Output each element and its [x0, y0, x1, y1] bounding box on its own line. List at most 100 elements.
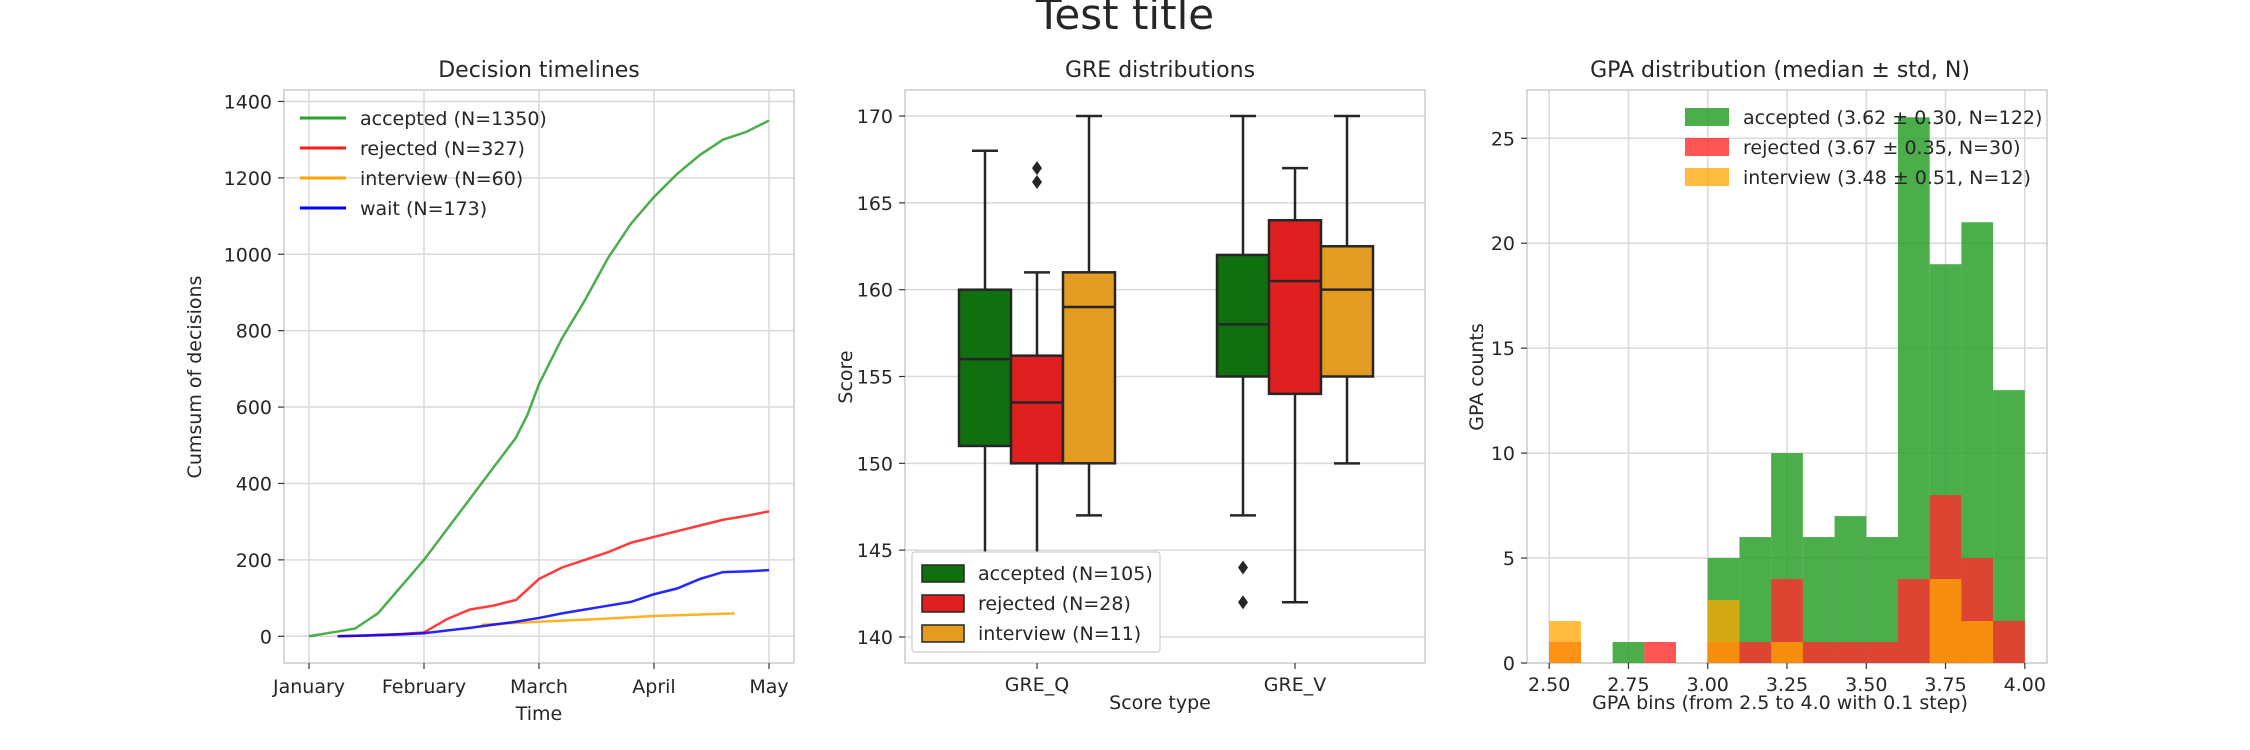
- gre-distributions-panel: GRE distributions 140 145 150 155 160 165 170 G…: [835, 58, 1426, 714]
- timeline-ytick-label: 1200: [224, 168, 272, 190]
- gre-box: [1009, 354, 1065, 465]
- timeline-xtick-label: February: [382, 676, 466, 698]
- gpa-xtick-label: 3.50: [1845, 674, 1887, 696]
- gpa-bar: [1834, 642, 1867, 663]
- gre-ticks: 140 145 150 155 160 165 170 GRE_Q GRE_V: [857, 106, 1326, 696]
- gre-ylabel: Score: [835, 350, 857, 403]
- gpa-legend-label: interview (3.48 ± 0.51, N=12): [1743, 167, 2031, 189]
- gpa-xtick-label: 3.25: [1766, 674, 1808, 696]
- timeline-legend-label: wait (N=173): [360, 198, 487, 220]
- gre-ytick-label: 140: [857, 627, 893, 649]
- gre-legend-label: rejected (N=28): [978, 593, 1131, 615]
- gpa-ytick-label: 20: [1491, 233, 1515, 255]
- timeline-xtick-label: January: [272, 676, 345, 698]
- gpa-bar: [1993, 390, 2025, 663]
- gpa-ytick-label: 25: [1491, 128, 1515, 150]
- gpa-bar: [1897, 117, 1930, 664]
- gre-ytick-label: 170: [857, 106, 893, 128]
- gre-legend-frame: [911, 551, 1161, 653]
- decision-timelines-panel: Decision timelines January February March A…: [184, 58, 795, 725]
- gpa-xlabel: GPA bins (from 2.5 to 4.0 with 0.1 step): [1592, 692, 1968, 714]
- gre-legend-swatch: [921, 594, 965, 613]
- gre-box: [957, 288, 1013, 448]
- gpa-bar: [1644, 642, 1677, 663]
- timeline-legend: accepted (N=1350) rejected (N=327) intervi…: [300, 108, 547, 220]
- gre-flier: [1032, 175, 1042, 190]
- timeline-legend-label: interview (N=60): [360, 168, 523, 190]
- gpa-legend: accepted (3.62 ± 0.30, N=122) rejected (3…: [1685, 107, 2042, 189]
- timeline-ytick-label: 400: [236, 473, 272, 495]
- timeline-ytick-label: 800: [236, 321, 272, 343]
- gpa-legend-swatch: [1685, 108, 1729, 126]
- timeline-ytick-label: 0: [260, 626, 272, 648]
- timeline-xtick-label: May: [749, 676, 788, 698]
- gpa-xtick-label: 2.75: [1607, 674, 1649, 696]
- timeline-xtick-label: March: [510, 676, 568, 698]
- gpa-ytick-label: 10: [1491, 443, 1515, 465]
- gre-xlabel: Score type: [1109, 692, 1211, 714]
- gre-box: [1215, 253, 1271, 378]
- timeline-ytick-label: 600: [236, 397, 272, 419]
- gpa-ylabel: GPA counts: [1466, 323, 1488, 431]
- timeline-ylabel: Cumsum of decisions: [184, 276, 206, 479]
- gpa-distribution-panel: GPA distribution (median ± std, N) 2.50 2…: [1466, 58, 2048, 714]
- gpa-ytick-label: 5: [1503, 548, 1515, 570]
- gpa-bar: [1802, 642, 1835, 663]
- gpa-ytick-label: 15: [1491, 338, 1515, 360]
- gre-box: [1319, 245, 1375, 378]
- gre-title: GRE distributions: [1065, 58, 1255, 83]
- gpa-legend-swatch: [1685, 138, 1729, 156]
- gpa-bar: [1961, 621, 1994, 663]
- gre-flier: [1032, 161, 1042, 176]
- timeline-legend-label: rejected (N=327): [360, 138, 525, 160]
- gre-legend-label: accepted (N=105): [978, 563, 1153, 585]
- figure-suptitle: Test title: [1035, 0, 1214, 39]
- gre-ytick-label: 145: [857, 540, 893, 562]
- gpa-ytick-label: 0: [1503, 653, 1515, 675]
- gpa-bar: [1739, 642, 1772, 663]
- gpa-bar: [1866, 642, 1898, 663]
- gre-boxes: [957, 114, 1375, 639]
- gpa-bar: [1897, 579, 1930, 663]
- gpa-legend-label: rejected (3.67 ± 0.35, N=30): [1743, 137, 2021, 159]
- gre-legend: accepted (N=105) rejected (N=28) interview…: [911, 551, 1161, 653]
- gpa-xtick-label: 3.00: [1687, 674, 1729, 696]
- gpa-legend-swatch: [1685, 168, 1729, 186]
- gpa-xtick-label: 4.00: [2004, 674, 2046, 696]
- gre-legend-swatch: [921, 564, 965, 583]
- gre-box: [1267, 218, 1323, 396]
- gre-ytick-label: 150: [857, 453, 893, 475]
- timeline-ticks: January February March April May 0 200 400 600 80…: [224, 91, 789, 698]
- timeline-ytick-label: 200: [236, 550, 272, 572]
- gpa-bar: [1549, 621, 1581, 663]
- timeline-line: [337, 510, 770, 638]
- timeline-title: Decision timelines: [438, 58, 640, 83]
- timeline-legend-label: accepted (N=1350): [360, 108, 547, 130]
- gre-box: [1061, 271, 1117, 465]
- gre-xtick-label: GRE_V: [1264, 674, 1326, 696]
- gre-ytick-label: 155: [857, 367, 893, 389]
- timeline-xtick-label: April: [632, 676, 675, 698]
- timeline-line: [481, 612, 735, 627]
- gpa-bar: [1771, 642, 1803, 663]
- gre-ytick-label: 160: [857, 280, 893, 302]
- gre-flier: [1238, 560, 1248, 575]
- gpa-xtick-label: 3.75: [1924, 674, 1966, 696]
- gpa-xtick-label: 2.50: [1528, 674, 1570, 696]
- timeline-xlabel: Time: [515, 703, 563, 725]
- timeline-series: [308, 119, 770, 638]
- gpa-ticks: 2.50 2.75 3.00 3.25 3.50 3.75 4.00 0 5 10 15 20 25: [1491, 128, 2046, 696]
- timeline-line: [308, 119, 770, 638]
- gpa-bar: [1834, 516, 1867, 663]
- gpa-bar: [1993, 621, 2025, 663]
- gpa-legend-label: accepted (3.62 ± 0.30, N=122): [1743, 107, 2042, 129]
- gre-legend-swatch: [921, 624, 965, 643]
- timeline-ytick-label: 1400: [224, 91, 272, 113]
- gpa-bar: [1707, 600, 1740, 663]
- gpa-title: GPA distribution (median ± std, N): [1590, 58, 1970, 83]
- gre-xtick-label: GRE_Q: [1005, 674, 1069, 696]
- gre-ytick-label: 165: [857, 193, 893, 215]
- gpa-bar: [1612, 642, 1645, 663]
- gre-legend-label: interview (N=11): [978, 623, 1141, 645]
